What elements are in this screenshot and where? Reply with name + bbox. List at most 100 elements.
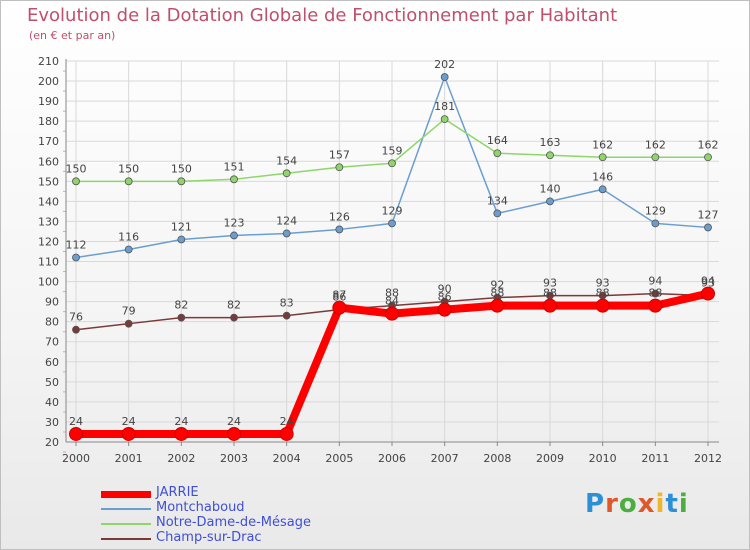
data-label-jarrie: 88 [596,287,610,300]
data-point-jarrie [279,426,294,441]
data-label-jarrie: 94 [701,275,715,288]
data-label-notre-dame-de-mesage: 157 [329,148,350,161]
y-tick-label: 180 [38,115,59,128]
data-label-notre-dame-de-mesage: 162 [645,138,666,151]
data-label-champ-sur-drac: 83 [280,297,294,310]
data-label-champ-sur-drac: 93 [596,277,610,290]
x-tick-label: 2003 [220,452,248,465]
data-point-champ-sur-drac [651,289,660,298]
logo-letter: P [585,489,606,519]
data-point-montchaboud [704,223,712,232]
data-label-montchaboud: 116 [118,230,139,243]
chart-subtitle: (en € et par an) [29,29,116,42]
data-point-montchaboud [493,209,502,218]
x-tick-label: 2002 [167,452,195,465]
data-point-montchaboud [72,253,80,262]
x-tick-label: 2012 [694,452,722,465]
y-tick-label: 110 [38,256,59,269]
data-point-notre-dame-de-mesage [230,175,238,184]
legend-swatch [101,508,151,510]
y-tick-label: 40 [45,396,59,409]
data-point-jarrie [121,426,136,441]
x-tick-label: 2001 [115,452,143,465]
data-point-notre-dame-de-mesage [546,151,554,160]
data-point-champ-sur-drac [282,311,291,320]
data-label-jarrie: 87 [332,289,346,302]
data-label-jarrie: 24 [280,415,294,428]
data-point-jarrie [332,300,347,315]
x-tick-label: 2004 [273,452,301,465]
y-tick-label: 200 [38,75,59,88]
legend-swatch [101,491,151,498]
data-point-notre-dame-de-mesage [124,177,133,186]
y-tick-label: 160 [38,155,59,168]
data-point-montchaboud [335,225,344,234]
data-label-montchaboud: 129 [645,204,666,217]
data-label-montchaboud: 134 [487,194,508,207]
data-label-champ-sur-drac: 82 [174,299,188,312]
data-label-jarrie: 88 [648,287,662,300]
x-tick-label: 2009 [536,452,564,465]
data-label-montchaboud: 121 [171,220,192,233]
data-label-jarrie: 88 [490,287,504,300]
y-tick-label: 170 [38,135,59,148]
data-point-notre-dame-de-mesage [282,169,291,178]
y-tick-label: 20 [45,436,59,449]
data-label-montchaboud: 127 [698,208,719,221]
data-label-champ-sur-drac: 94 [648,275,662,288]
x-tick-label: 2008 [483,452,511,465]
data-point-notre-dame-de-mesage [704,153,712,162]
data-point-champ-sur-drac [124,319,133,328]
y-tick-label: 120 [38,235,59,248]
logo-letter: x [637,489,656,519]
data-label-notre-dame-de-mesage: 162 [698,138,719,151]
data-label-notre-dame-de-mesage: 181 [434,100,455,113]
data-point-notre-dame-de-mesage [335,163,344,172]
data-label-jarrie: 24 [174,415,188,428]
data-label-champ-sur-drac: 92 [490,279,504,292]
logo-letter: i [678,489,689,519]
data-point-champ-sur-drac [72,325,80,334]
data-label-notre-dame-de-mesage: 164 [487,134,508,147]
data-point-jarrie [490,298,505,313]
x-tick-label: 2005 [325,452,353,465]
data-label-jarrie: 84 [385,295,399,308]
data-point-jarrie [595,298,610,313]
y-tick-label: 80 [45,316,59,329]
logo-letter: i [655,489,666,519]
y-tick-label: 210 [38,55,59,68]
chart-title: Evolution de la Dotation Globale de Fonc… [27,5,618,26]
data-point-notre-dame-de-mesage [388,159,396,168]
x-tick-label: 2011 [641,452,669,465]
data-label-montchaboud: 146 [592,170,613,183]
data-label-champ-sur-drac: 93 [543,277,557,290]
data-label-notre-dame-de-mesage: 163 [540,136,561,149]
data-label-montchaboud: 112 [66,239,87,252]
legend-swatch [101,538,151,540]
data-point-champ-sur-drac [230,313,238,322]
data-label-jarrie: 24 [227,415,241,428]
data-point-jarrie [385,306,399,321]
data-point-jarrie [69,426,83,441]
data-label-montchaboud: 129 [382,204,403,217]
data-label-champ-sur-drac: 76 [69,311,83,324]
data-label-montchaboud: 123 [224,216,245,229]
legend-label: Notre-Dame-de-Mésage [156,515,311,530]
data-point-jarrie [701,286,715,301]
data-label-notre-dame-de-mesage: 154 [276,154,297,167]
data-point-notre-dame-de-mesage [177,177,186,186]
data-label-notre-dame-de-mesage: 162 [592,138,613,151]
data-label-jarrie: 24 [69,415,83,428]
data-point-montchaboud [388,219,396,228]
legend-swatch [101,523,151,525]
data-label-notre-dame-de-mesage: 150 [118,162,139,175]
data-point-montchaboud [177,235,186,244]
data-label-notre-dame-de-mesage: 150 [171,162,192,175]
data-point-jarrie [543,298,557,313]
data-point-montchaboud [440,73,449,81]
y-tick-label: 130 [38,215,59,228]
x-tick-label: 2006 [378,452,406,465]
x-tick-label: 2007 [431,452,459,465]
